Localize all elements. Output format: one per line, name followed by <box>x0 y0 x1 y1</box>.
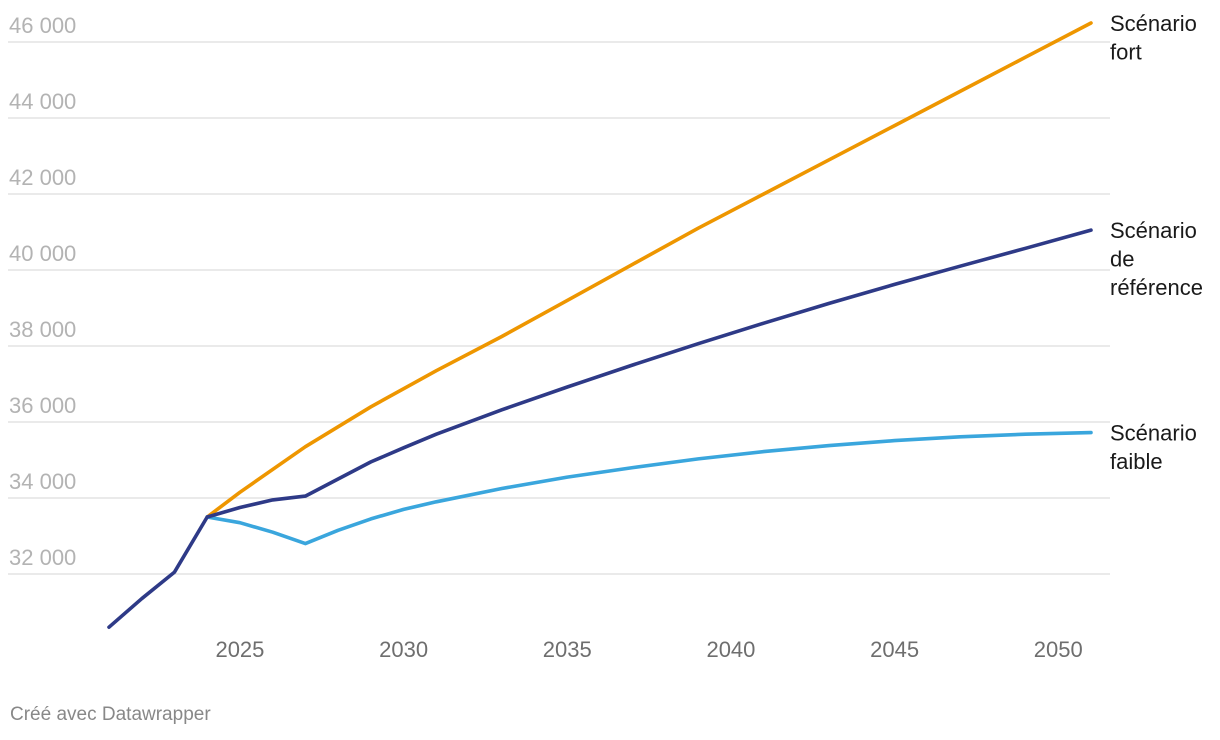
x-tick-label: 2050 <box>1034 637 1083 662</box>
series-label: Scénario de référence <box>1110 218 1203 300</box>
series-label-line: référence <box>1110 275 1203 300</box>
y-tick-label: 38 000 <box>9 317 76 342</box>
x-axis-tick-labels: 2025 2030 2035 2040 2045 2050 <box>215 637 1082 662</box>
series-label-line: Scénario <box>1110 11 1197 36</box>
series-line-scénario-fort <box>205 21 1093 519</box>
series-label-line: faible <box>1110 449 1163 474</box>
series-label-line: Scénario <box>1110 218 1197 243</box>
series-label: Scénario faible <box>1110 421 1197 475</box>
series-label-line: de <box>1110 247 1134 272</box>
y-tick-label: 46 000 <box>9 13 76 38</box>
x-tick-label: 2045 <box>870 637 919 662</box>
y-tick-label: 42 000 <box>9 165 76 190</box>
series-lines <box>107 21 1093 630</box>
y-tick-label: 44 000 <box>9 89 76 114</box>
y-tick-label: 34 000 <box>9 469 76 494</box>
x-tick-label: 2030 <box>379 637 428 662</box>
grid-lines <box>8 41 1110 575</box>
series-label-line: Scénario <box>1110 421 1197 446</box>
x-tick-label: 2040 <box>706 637 755 662</box>
x-tick-label: 2025 <box>215 637 264 662</box>
y-axis-tick-labels: 32 000 34 000 36 000 38 000 40 000 42 000 44 0… <box>9 13 76 570</box>
line-chart: 32 000 34 000 36 000 38 000 40 000 42 000 44 0… <box>8 11 1203 662</box>
series-label-line: fort <box>1110 40 1142 65</box>
series-line-scénario-de-référence <box>107 228 1093 630</box>
series-label: Scénario fort <box>1110 11 1197 65</box>
footer-credit: Créé avec Datawrapper <box>10 704 211 725</box>
series-labels: Scénario fort Scénario de référence Scénario f… <box>1110 11 1203 474</box>
y-tick-label: 36 000 <box>9 393 76 418</box>
y-tick-label: 40 000 <box>9 241 76 266</box>
series-line-scénario-faible <box>205 430 1093 546</box>
y-tick-label: 32 000 <box>9 545 76 570</box>
x-tick-label: 2035 <box>543 637 592 662</box>
